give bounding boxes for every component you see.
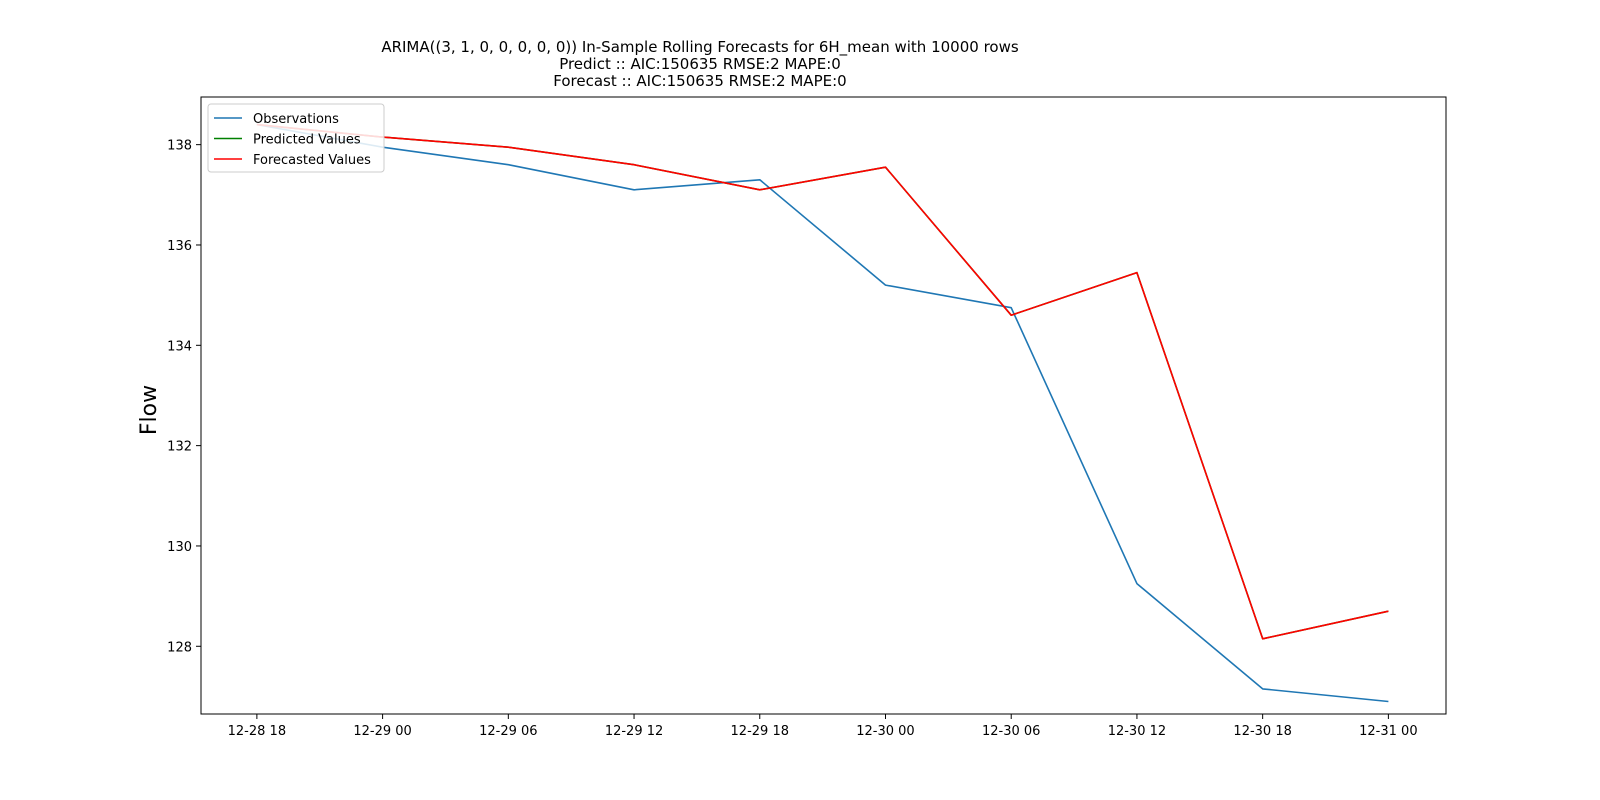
x-axis: 12-28 18 12-29 00 12-29 06 12-29 12 12-29 18…	[228, 714, 1418, 739]
y-axis: 128 130 132 134 136 138	[167, 139, 201, 655]
legend-label: Observations	[253, 112, 339, 127]
x-tick-label: 12-30 18	[1233, 724, 1291, 739]
series-lines	[256, 123, 1389, 703]
plot-frame	[200, 96, 1447, 715]
chart-title: ARIMA((3, 1, 0, 0, 0, 0, 0)) In-Sample R…	[381, 38, 1019, 90]
y-tick-label: 128	[167, 640, 192, 655]
legend-box	[207, 103, 385, 173]
legend: Observations Predicted Values Forecasted V…	[207, 103, 385, 173]
x-tick-label: 12-30 00	[856, 724, 914, 739]
x-tick-label: 12-31 00	[1359, 724, 1417, 739]
plot-area	[200, 96, 1447, 715]
series-line-observations	[256, 123, 1389, 703]
y-axis-label: Flow	[137, 385, 162, 435]
legend-label: Predicted Values	[253, 133, 361, 148]
chart-title-line-3: Forecast :: AIC:150635 RMSE:2 MAPE:0	[553, 72, 846, 90]
y-tick-label: 132	[167, 440, 192, 455]
y-tick-label: 138	[167, 139, 192, 154]
x-tick-label: 12-29 12	[605, 724, 663, 739]
chart-title-line-1: ARIMA((3, 1, 0, 0, 0, 0, 0)) In-Sample R…	[381, 38, 1019, 57]
series-line-forecasted-values	[256, 123, 1389, 640]
y-tick-label: 134	[167, 339, 192, 354]
x-tick-label: 12-30 12	[1108, 724, 1166, 739]
legend-label: Forecasted Values	[253, 153, 371, 168]
x-tick-label: 12-29 00	[353, 724, 411, 739]
x-tick-label: 12-30 06	[982, 724, 1040, 739]
chart-title-line-2: Predict :: AIC:150635 RMSE:2 MAPE:0	[559, 55, 841, 73]
y-tick-label: 136	[167, 239, 192, 254]
x-tick-label: 12-29 06	[479, 724, 537, 739]
y-tick-label: 130	[167, 540, 192, 555]
x-tick-label: 12-28 18	[228, 724, 286, 739]
x-tick-label: 12-29 18	[731, 724, 789, 739]
